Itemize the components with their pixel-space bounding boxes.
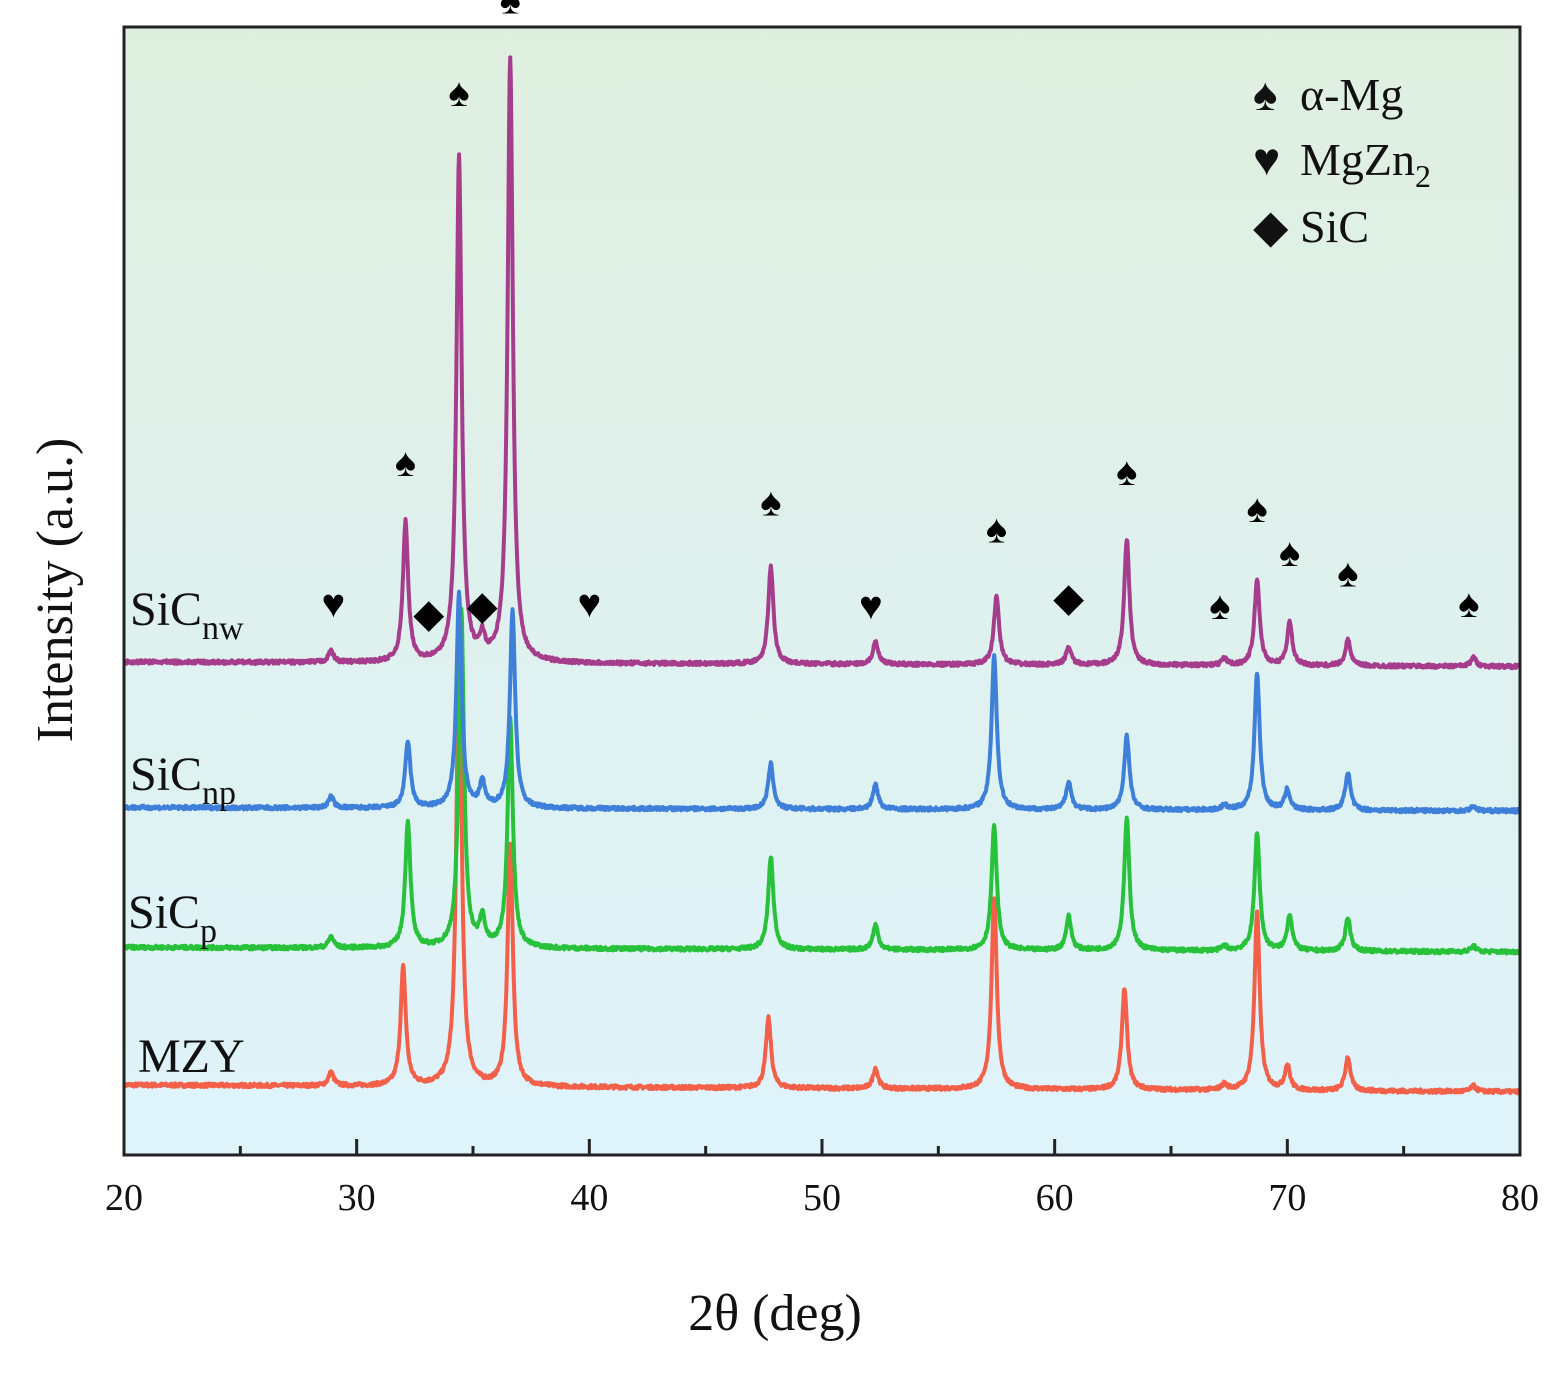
x-axis: 20 30 40 50 60 70 80 [105, 1139, 1539, 1219]
spade-icon: ♠ [1209, 583, 1230, 628]
heart-icon: ♥ [577, 581, 601, 626]
diamond-icon: ◆ [467, 583, 498, 628]
plot-background [124, 27, 1520, 1155]
y-axis-title: Intensity (a.u.) [27, 438, 84, 743]
series-layer [124, 55, 1520, 1096]
x-tick-label: 40 [570, 1177, 608, 1219]
x-tick-label: 70 [1268, 1177, 1306, 1219]
series-label-sicnp: SiCnp [130, 748, 236, 812]
x-tick-label: 60 [1036, 1177, 1074, 1219]
spade-icon: ♠ [1337, 550, 1358, 595]
legend-icon-alpha-mg: ♠ [1253, 69, 1277, 120]
x-tick-label: 30 [338, 1177, 376, 1219]
x-axis-title: 2θ (deg) [688, 1285, 862, 1342]
series-label-mzy: MZY [138, 1030, 245, 1083]
series-line-sicp [124, 606, 1520, 956]
spade-icon: ♠ [1116, 449, 1137, 494]
spade-icon: ♠ [986, 506, 1007, 551]
x-tick-label: 20 [105, 1177, 143, 1219]
peak-markers: ♥ ♠ ◆ ♠ ◆ ♠ ♥ ♠ ♥ ♠ ◆ ♠ ♠ ♠ ♠ ♠ ♠ [322, 0, 1480, 636]
spade-icon: ♠ [1279, 530, 1300, 575]
spade-icon: ♠ [448, 70, 469, 115]
diamond-icon: ◆ [1053, 575, 1084, 620]
legend-label-mgzn2: MgZn2 [1300, 134, 1431, 194]
legend-icon-sic: ◆ [1253, 201, 1289, 252]
legend: ♠ α-Mg ♥ MgZn2 ◆ SiC [1253, 69, 1431, 252]
spade-icon: ♠ [1246, 486, 1267, 531]
legend-label-alpha-mg: α-Mg [1300, 69, 1403, 120]
series-label-sicnw: SiCnw [130, 583, 244, 647]
spade-icon: ♠ [760, 479, 781, 524]
legend-icon-mgzn2: ♥ [1253, 134, 1280, 185]
series-line-sicnp [124, 589, 1520, 815]
x-tick-label: 80 [1501, 1177, 1539, 1219]
heart-icon: ♥ [322, 581, 346, 626]
spade-icon: ♠ [1458, 581, 1479, 626]
spade-icon: ♠ [500, 0, 521, 22]
legend-label-sic: SiC [1300, 201, 1369, 252]
heart-icon: ♥ [859, 583, 883, 628]
series-line-mzy [124, 637, 1520, 1096]
diamond-icon: ◆ [413, 591, 444, 636]
series-line-sicnw [124, 55, 1520, 671]
spade-icon: ♠ [395, 440, 416, 485]
x-tick-label: 50 [803, 1177, 841, 1219]
series-labels: SiCnw SiCnp SiCp MZY [128, 583, 245, 1083]
series-label-sicp: SiCp [128, 886, 217, 950]
